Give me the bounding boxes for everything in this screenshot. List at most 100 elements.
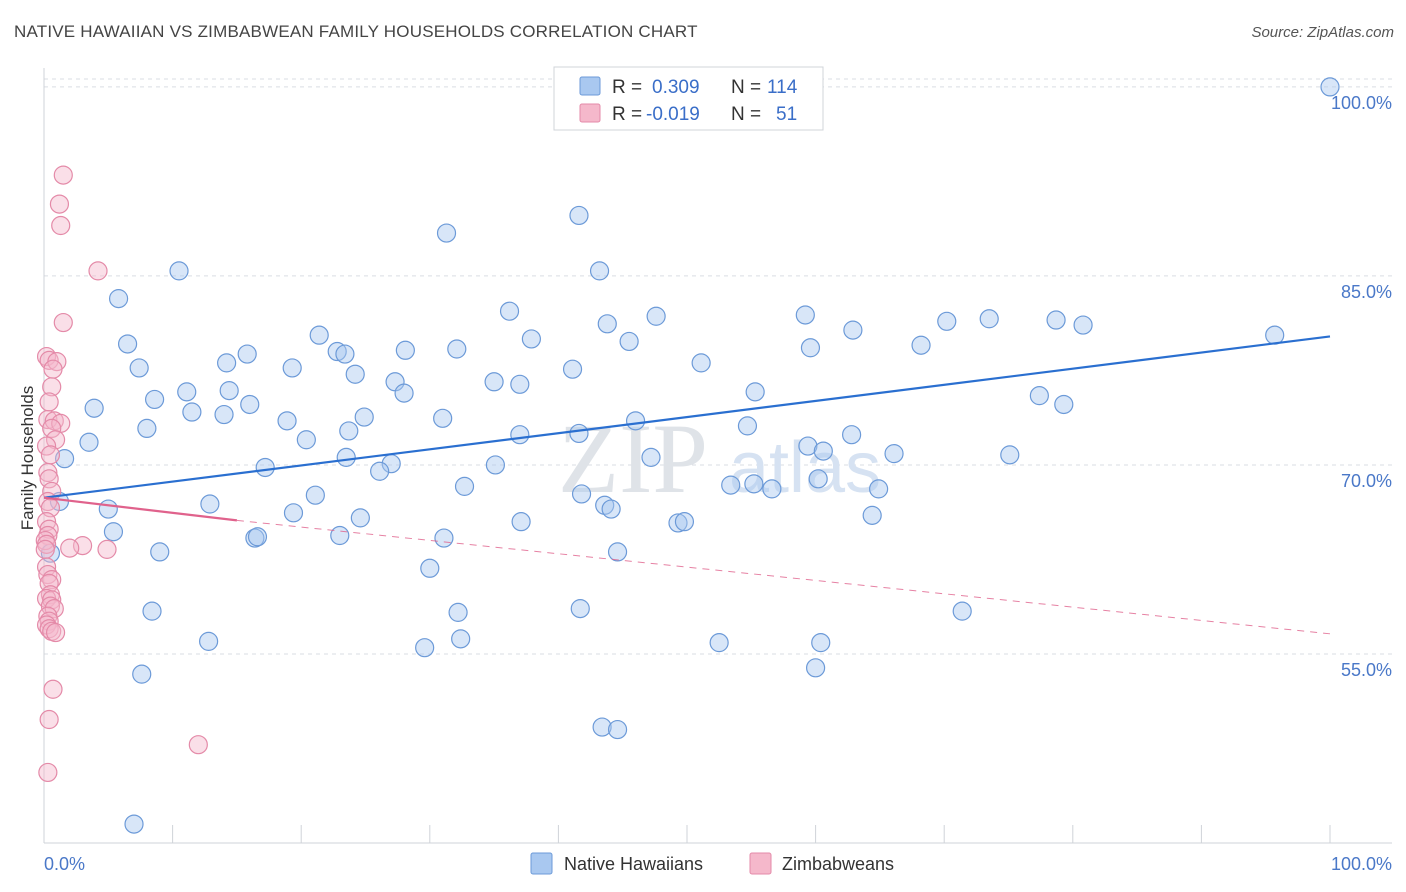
native-hawaiians-point-55 <box>813 441 833 461</box>
native-hawaiians-point-52 <box>277 411 297 431</box>
bottom-legend: Native Hawaiians Zimbabweans <box>530 852 894 875</box>
native-hawaiians-point-45 <box>433 408 453 428</box>
native-hawaiians-point-9 <box>937 311 957 331</box>
native-hawaiians-point-78 <box>350 508 370 528</box>
y-tick-label-100: 100.0% <box>1331 93 1392 113</box>
x-tick-label-max: 100.0% <box>1331 854 1392 874</box>
watermark: ZIP atlas <box>558 403 881 514</box>
native-hawaiians-point-97 <box>415 638 435 658</box>
native-hawaiians-point-111 <box>1000 445 1020 465</box>
native-hawaiians-point-79 <box>511 512 531 532</box>
legend-swatch-blue <box>579 76 601 96</box>
watermark-atlas: atlas <box>729 428 881 508</box>
native-hawaiians-point-8 <box>795 305 815 325</box>
native-hawaiians-point-41 <box>240 394 260 415</box>
native-hawaiians-point-3 <box>169 261 189 281</box>
native-hawaiians-point-58 <box>79 432 99 452</box>
native-hawaiians-point-38 <box>219 381 239 401</box>
zimbabweans-point-45 <box>45 622 66 643</box>
native-hawaiians-point-83 <box>103 522 124 542</box>
zimbabweans-trend-line <box>43 496 238 522</box>
native-hawaiians-point-12 <box>1073 315 1093 335</box>
zimbabweans-point-49 <box>38 762 58 783</box>
native-hawaiians-point-29 <box>282 358 302 378</box>
native-hawaiians-point-47 <box>625 411 646 431</box>
zimbabweans-point-47 <box>39 709 59 730</box>
native-hawaiians-point-31 <box>562 359 583 379</box>
native-hawaiians-point-100 <box>805 658 826 678</box>
native-hawaiians-point-23 <box>911 335 931 355</box>
legend-r-label-1: R = <box>612 77 642 98</box>
native-hawaiians-point-107 <box>869 479 889 499</box>
native-hawaiians-point-106 <box>808 469 828 489</box>
native-hawaiians-point-5 <box>108 289 129 309</box>
x-tick-label-min: 0.0% <box>44 854 85 874</box>
native-hawaiians-point-54 <box>798 436 818 456</box>
zimbabweans-point-24 <box>39 519 59 539</box>
zimbabweans-point-9 <box>42 377 62 397</box>
native-hawaiians-point-73 <box>601 499 621 519</box>
native-hawaiians-point-98 <box>451 629 471 649</box>
native-hawaiians-point-87 <box>434 528 454 548</box>
bottom-legend-native-hawaiians: Native Hawaiians <box>564 854 703 874</box>
zimbabweans-point-23 <box>36 512 57 532</box>
legend-swatch-pink <box>579 103 601 123</box>
native-hawaiians-point-42 <box>84 398 104 418</box>
native-hawaiians-point-103 <box>607 719 628 740</box>
native-hawaiians-point-35 <box>394 383 414 403</box>
native-hawaiians-point-68 <box>762 479 782 499</box>
native-hawaiians-point-81 <box>674 512 695 532</box>
native-hawaiians-point-99 <box>709 633 729 653</box>
native-hawaiians-point-63 <box>370 461 390 481</box>
native-hawaiians-point-34 <box>484 372 504 392</box>
native-hawaiians-point-43 <box>182 402 202 422</box>
native-hawaiians-point-82 <box>862 505 882 525</box>
native-hawaiians-points <box>40 77 1340 834</box>
native-hawaiians-point-92 <box>448 602 468 622</box>
native-hawaiians-point-108 <box>884 444 904 464</box>
native-hawaiians-point-60 <box>336 447 356 467</box>
native-hawaiians-point-30 <box>691 353 711 373</box>
native-hawaiians-point-70 <box>454 476 475 496</box>
legend-n-value-2: 51 <box>776 104 797 125</box>
bottom-legend-zimbabweans: Zimbabweans <box>782 854 894 874</box>
native-hawaiians-point-71 <box>305 485 325 505</box>
native-hawaiians-point-95 <box>811 633 831 653</box>
native-hawaiians-point-76 <box>98 499 118 519</box>
zimbabweans-point-50 <box>60 538 80 558</box>
y-axis-label: Family Households <box>18 386 37 531</box>
legend-box: R = 0.309 N = 114 R = -0.019 N = 51 <box>553 66 824 131</box>
native-hawaiians-point-17 <box>521 329 541 349</box>
native-hawaiians-point-61 <box>255 457 275 478</box>
native-hawaiians-point-101 <box>132 664 152 684</box>
zimbabweans-point-10 <box>39 392 59 412</box>
gridlines <box>44 78 1392 655</box>
axes <box>43 68 1392 844</box>
native-hawaiians-point-26 <box>217 353 237 373</box>
native-hawaiians-point-21 <box>237 344 257 364</box>
zimbabweans-trend-extension <box>236 519 1331 635</box>
legend-r-value-1: 0.309 <box>652 77 700 98</box>
native-hawaiians-point-96 <box>199 631 219 651</box>
native-hawaiians-point-88 <box>607 542 628 562</box>
native-hawaiians-point-89 <box>150 542 170 562</box>
zimbabweans-point-30 <box>97 539 117 559</box>
native-hawaiians-point-57 <box>296 430 316 450</box>
native-hawaiians-point-91 <box>420 558 440 578</box>
native-hawaiians-point-7 <box>646 306 666 326</box>
native-hawaiians-point-102 <box>592 717 612 737</box>
native-hawaiians-point-56 <box>137 418 157 439</box>
zimbabweans-point-14 <box>42 418 62 439</box>
native-hawaiians-point-77 <box>283 503 304 523</box>
watermark-zip: ZIP <box>558 403 708 514</box>
native-hawaiians-point-36 <box>510 374 530 394</box>
native-hawaiians-point-14 <box>979 309 999 329</box>
native-hawaiians-point-6 <box>499 301 520 321</box>
native-hawaiians-point-94 <box>570 599 590 619</box>
zimbabweans-point-46 <box>43 679 63 699</box>
native-hawaiians-point-18 <box>327 341 347 362</box>
native-hawaiians-point-11 <box>597 314 617 334</box>
native-hawaiians-point-86 <box>330 525 350 546</box>
zimbabweans-point-1 <box>49 194 70 214</box>
